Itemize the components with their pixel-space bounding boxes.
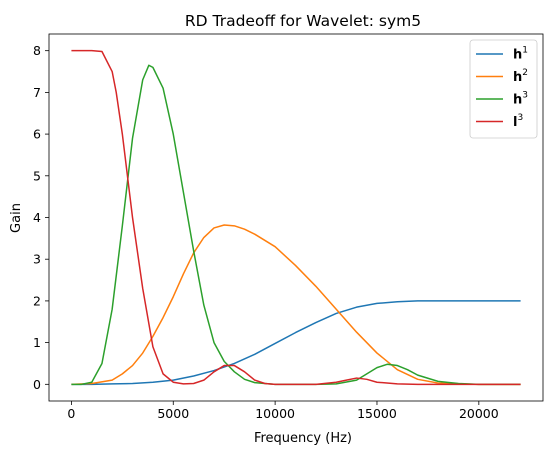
y-tick-label: 2 <box>33 293 41 308</box>
x-axis: 0 5000 10000 15000 20000 <box>67 401 499 421</box>
legend-box <box>469 39 538 139</box>
legend-label-h1: h1 <box>513 46 528 63</box>
legend: h1 h2 h3 l3 <box>469 39 538 139</box>
series-line-h3 <box>71 64 521 386</box>
y-tick-label: 0 <box>33 377 41 392</box>
legend-label-l3: l3 <box>513 113 523 130</box>
y-tick-label: 5 <box>33 168 41 183</box>
plot-area <box>48 33 544 402</box>
x-tick-label: 5000 <box>157 406 189 421</box>
y-tick-label: 4 <box>33 210 41 225</box>
y-tick-label: 8 <box>33 43 41 58</box>
legend-label-h3: h3 <box>513 91 528 108</box>
chart-title: RD Tradeoff for Wavelet: sym5 <box>185 12 421 30</box>
y-tick-label: 7 <box>33 85 41 100</box>
y-axis: 0 1 2 3 4 5 6 7 8 <box>33 43 49 392</box>
legend-label-h2: h2 <box>513 68 528 85</box>
x-tick-label: 15000 <box>357 406 397 421</box>
series-line-h1 <box>71 300 521 386</box>
x-tick-label: 0 <box>67 406 75 421</box>
y-axis-label: Gain <box>9 203 24 233</box>
y-tick-label: 1 <box>33 335 41 350</box>
x-tick-label: 20000 <box>459 406 499 421</box>
x-tick-label: 10000 <box>255 406 295 421</box>
y-tick-label: 3 <box>33 252 41 267</box>
series-line-h2 <box>71 224 521 386</box>
series-line-l3 <box>71 49 521 386</box>
x-axis-label: Frequency (Hz) <box>254 431 352 446</box>
y-tick-label: 6 <box>33 127 41 142</box>
